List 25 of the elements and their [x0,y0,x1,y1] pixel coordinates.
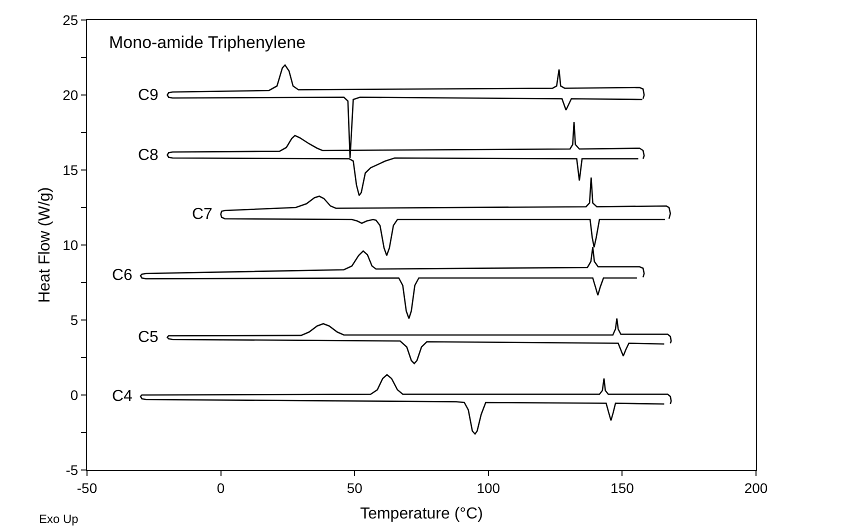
y-tick-label: 10 [62,236,78,253]
series-label: C6 [112,267,133,284]
x-tick-label: 100 [476,480,500,496]
x-tick-label: 50 [346,480,363,496]
y-tick-label: 20 [62,86,78,103]
x-tick-label: -50 [76,480,98,496]
series-label: C4 [112,388,133,405]
y-tick-label: -5 [66,462,78,478]
text: Exo Up [39,512,79,526]
y-tick-label: 5 [70,312,78,328]
series-label: C7 [192,206,213,223]
y-tick-label: 25 [62,12,78,28]
series-label: C5 [138,329,159,346]
text: Mono-amide Triphenylene [109,33,306,52]
x-axis-title: Temperature (°C) [360,506,483,522]
line-series [140,374,672,435]
series-label: C9 [138,87,159,104]
x-tick-label: 0 [216,480,225,496]
line-series [166,318,672,364]
x-tick-label: 200 [744,480,768,496]
x-tick-label: 150 [610,480,634,496]
y-tick-label: 15 [62,162,78,178]
series-label: C8 [138,147,159,164]
y-tick-label: 0 [70,386,78,403]
y-axis-title: Heat Flow (W/g) [36,187,54,303]
